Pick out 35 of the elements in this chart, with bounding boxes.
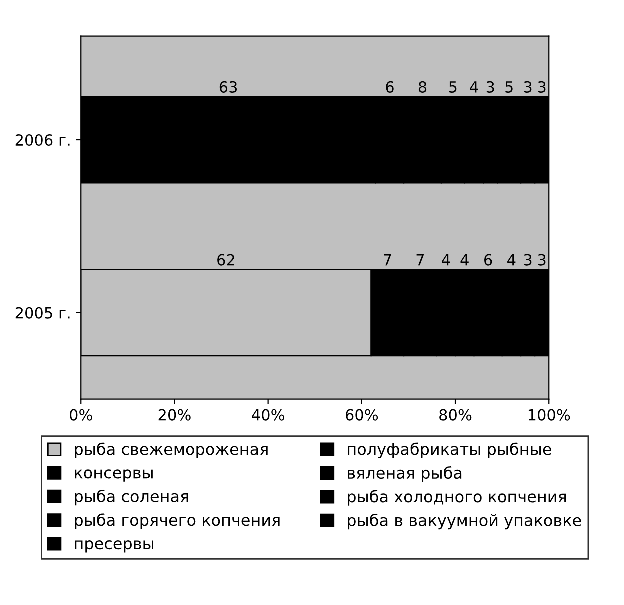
legend-label: рыба в вакуумной упаковке [348,514,582,530]
legend-label: рыба горячего копчения [75,514,280,530]
data-label: 5 [450,82,457,93]
legend-label: рыба холодного копчения [348,490,566,506]
x-tick-label: 60% [346,409,378,421]
legend-label: пресервы [75,540,154,553]
data-label: 4 [508,254,516,266]
y-tick-label: 2005 г. [16,307,70,319]
data-label: 3 [524,254,532,266]
data-label: 7 [416,254,424,266]
data-label: 4 [460,254,469,266]
legend-label: полуфабрикаты рыбные [348,442,552,458]
data-label: 6 [386,81,394,93]
data-label: 4 [470,82,478,93]
x-tick-label: 80% [440,409,472,421]
legend-label: рыба свежемороженая [75,442,268,458]
data-label: 3 [538,254,546,266]
data-label: 63 [220,81,238,93]
legend-label: рыба соленая [75,490,188,506]
x-tick-label: 100% [528,409,570,421]
legend-label: вяленая рыба [348,466,462,482]
data-label: 4 [442,254,450,266]
data-label: 5 [506,82,513,93]
y-tick-label: 2006 г. [16,134,70,146]
data-label: 62 [218,254,234,266]
data-label: 3 [538,81,546,93]
x-tick-label: 20% [158,409,191,421]
x-tick-label: 40% [252,409,284,421]
data-label: 3 [486,81,494,93]
data-label: 7 [384,254,392,266]
data-label: 3 [524,81,532,93]
data-label: 8 [418,81,427,93]
legend-label: консервы [75,470,153,482]
x-tick-label: 0% [70,409,92,421]
data-label: 6 [484,254,492,266]
